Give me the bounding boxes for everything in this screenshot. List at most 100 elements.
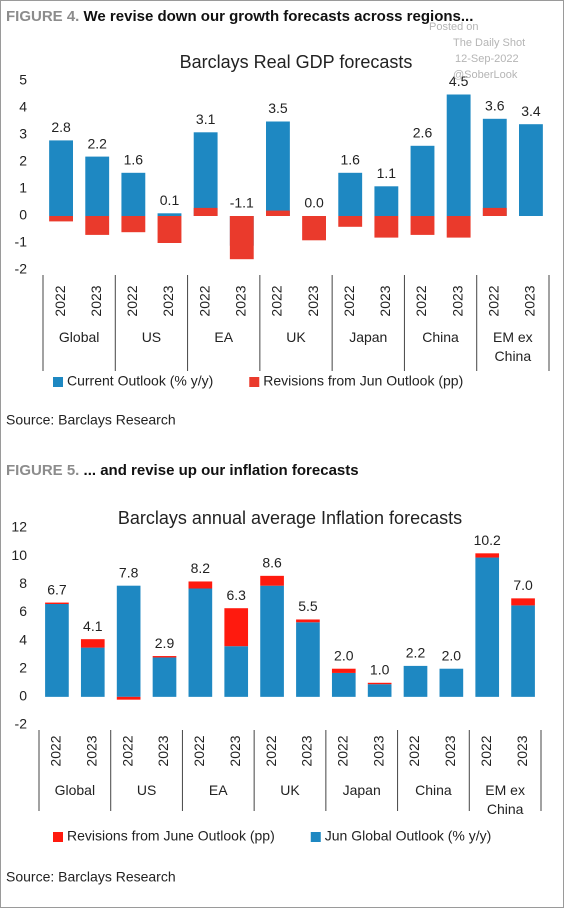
bar xyxy=(229,216,254,260)
y-tick-label: 1 xyxy=(19,180,27,196)
bar xyxy=(45,602,69,604)
bar xyxy=(302,216,326,241)
watermark-line: 12-Sep-2022 xyxy=(455,53,519,65)
data-label: 4.1 xyxy=(83,618,103,634)
group-label: EM ex China xyxy=(493,329,533,364)
bar xyxy=(85,156,110,216)
bar xyxy=(475,557,500,697)
x-tick-label: 2023 xyxy=(232,285,248,316)
bar xyxy=(260,575,284,586)
y-tick-label: 10 xyxy=(11,547,27,563)
legend-label: Revisions from Jun Outlook (pp) xyxy=(263,373,463,389)
data-label: 1.1 xyxy=(377,165,397,181)
data-label: 3.6 xyxy=(485,98,505,114)
data-label: 0.0 xyxy=(304,195,324,211)
bar xyxy=(374,186,399,216)
data-label: 6.3 xyxy=(226,587,246,603)
bar xyxy=(193,132,218,216)
bar xyxy=(49,140,73,216)
data-label: -1.1 xyxy=(230,195,254,211)
chart-title: Barclays Real GDP forecasts xyxy=(180,52,413,72)
legend-swatch xyxy=(249,377,260,387)
bar xyxy=(296,619,320,623)
bar xyxy=(188,588,213,697)
x-tick-label: 2023 xyxy=(377,285,393,316)
bar xyxy=(439,668,464,697)
y-tick-label: 2 xyxy=(19,659,27,675)
bar xyxy=(85,216,110,235)
bar xyxy=(260,585,284,697)
x-tick-label: 2022 xyxy=(52,285,68,316)
legend-label: Current Outlook (% y/y) xyxy=(67,373,213,389)
data-label: 2.9 xyxy=(155,635,175,651)
bar xyxy=(331,672,356,697)
bar xyxy=(45,603,69,697)
bar xyxy=(152,657,177,697)
y-tick-label: 4 xyxy=(19,631,27,647)
bar xyxy=(193,207,218,216)
bar xyxy=(338,172,363,216)
bar xyxy=(157,213,182,216)
data-label: 2.6 xyxy=(413,125,433,141)
x-tick-label: 2023 xyxy=(449,285,465,316)
group-label: Global xyxy=(54,782,96,798)
bar xyxy=(410,216,435,235)
x-tick-label: 2023 xyxy=(155,735,171,766)
bar xyxy=(511,598,535,606)
data-label: 1.0 xyxy=(370,661,390,677)
x-tick-label: 2022 xyxy=(334,735,350,766)
group-label: US xyxy=(136,782,157,798)
watermark: Posted on The Daily Shot 12-Sep-2022 @Sober… xyxy=(429,19,525,83)
bar xyxy=(482,207,507,216)
group-label: UK xyxy=(286,329,306,345)
group-label: Global xyxy=(58,329,100,345)
y-tick-label: 0 xyxy=(19,207,27,223)
x-tick-label: 2022 xyxy=(341,285,357,316)
source: Source: Barclays Research xyxy=(6,412,176,428)
y-tick-label: 2 xyxy=(19,153,27,169)
x-tick-label: 2022 xyxy=(413,285,429,316)
x-tick-label: 2023 xyxy=(160,285,176,316)
bar xyxy=(266,210,290,216)
legend-swatch xyxy=(53,377,63,387)
figure-heading: FIGURE 4. We revise down our growth fore… xyxy=(6,8,473,25)
bar xyxy=(446,216,471,238)
legend-swatch xyxy=(53,832,63,842)
bar xyxy=(224,646,249,697)
group-label: China xyxy=(422,329,459,345)
bar xyxy=(116,696,141,700)
data-label: 2.8 xyxy=(51,119,71,135)
bar xyxy=(338,216,363,227)
figure-label: FIGURE 5. xyxy=(6,462,80,479)
x-tick-label: 2022 xyxy=(119,735,135,766)
x-tick-label: 2022 xyxy=(196,285,212,316)
data-label: 3.5 xyxy=(268,100,288,116)
bar xyxy=(331,668,356,673)
bar xyxy=(49,216,73,222)
bar xyxy=(116,585,141,697)
bar xyxy=(157,216,182,243)
x-tick-label: 2023 xyxy=(514,735,530,766)
data-label: 2.0 xyxy=(442,647,462,663)
x-tick-label: 2022 xyxy=(48,735,64,766)
bar xyxy=(475,553,500,558)
data-label: 10.2 xyxy=(474,532,501,548)
watermark-line: The Daily Shot xyxy=(453,37,526,49)
legend-label: Jun Global Outlook (% y/y) xyxy=(325,828,492,844)
group-label: EA xyxy=(208,782,228,798)
source: Source: Barclays Research xyxy=(6,869,176,885)
y-tick-label: -2 xyxy=(15,716,28,732)
y-tick-label: 12 xyxy=(11,519,27,535)
bar xyxy=(511,605,535,697)
x-tick-label: 2023 xyxy=(305,285,321,316)
y-tick-label: 6 xyxy=(19,603,27,619)
bar xyxy=(446,94,471,216)
x-tick-label: 2022 xyxy=(191,735,207,766)
x-tick-label: 2023 xyxy=(227,735,243,766)
x-tick-label: 2022 xyxy=(124,285,140,316)
data-label: 2.2 xyxy=(406,645,426,661)
bar xyxy=(296,622,320,697)
data-label: 6.7 xyxy=(47,581,67,597)
